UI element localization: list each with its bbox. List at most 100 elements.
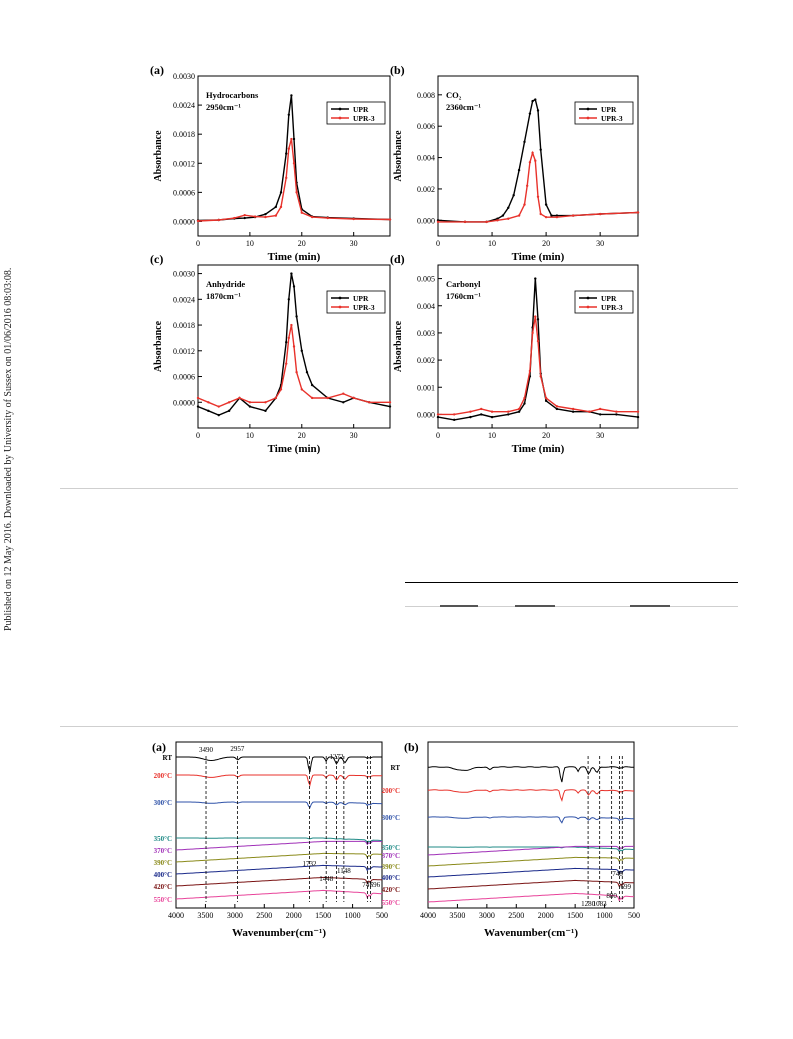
- data-point: [342, 392, 345, 395]
- spectrum-200c: [176, 774, 382, 787]
- data-point: [453, 418, 456, 422]
- x-tick-label: 10: [246, 431, 254, 440]
- peak-label: 1083: [593, 900, 608, 908]
- data-point: [507, 206, 510, 209]
- data-point: [207, 401, 210, 404]
- x-tick-label: 3500: [449, 911, 465, 920]
- legend-label: UPR: [601, 294, 617, 303]
- legend-marker: [338, 116, 342, 120]
- plot-frame: [175, 741, 383, 909]
- data-point: [555, 407, 559, 411]
- table-mark-1: [440, 605, 478, 607]
- x-tick-label: 3000: [479, 911, 495, 920]
- x-tick-label: 1500: [567, 911, 583, 920]
- data-point: [227, 409, 231, 413]
- temperature-label: 200°C: [154, 772, 172, 780]
- legend-label: UPR: [353, 105, 369, 114]
- data-point: [248, 405, 252, 408]
- x-tick-label: 20: [542, 431, 550, 440]
- legend-marker: [586, 116, 590, 120]
- peak-label: 1148: [337, 867, 351, 875]
- data-point: [469, 410, 472, 413]
- legend-label: UPR-3: [353, 303, 375, 312]
- y-tick-label: 0.0030: [173, 72, 195, 81]
- gas-panel-2: 0.000 0.002 0.004 0.006 0.008 0 10 20 30 (b) CO₂ 23…: [390, 63, 640, 263]
- data-point: [285, 152, 288, 155]
- x-tick-label: 3000: [227, 911, 243, 920]
- temperature-label: 390°C: [382, 863, 400, 871]
- data-point: [539, 212, 542, 216]
- legend-label: UPR: [353, 294, 369, 303]
- data-point: [388, 405, 392, 408]
- data-point: [636, 415, 640, 419]
- data-point: [292, 345, 296, 348]
- spectrum-300c: [176, 801, 383, 809]
- data-point: [490, 410, 494, 413]
- spectrum-550c: [427, 892, 635, 903]
- data-point: [544, 215, 548, 219]
- data-point: [480, 413, 483, 416]
- data-point: [352, 217, 355, 221]
- y-tick-label: 0.004: [417, 302, 435, 311]
- data-point: [636, 211, 640, 214]
- data-point: [523, 396, 526, 400]
- y-tick-label: 0.005: [417, 275, 435, 284]
- ftir-panel-2: 4000 3500 3000 2500 2000 1500 1000 500 (b) Wavenu…: [382, 740, 640, 939]
- legend-marker: [338, 305, 342, 309]
- y-tick-label: 0.008: [417, 91, 435, 100]
- x-tick-label: 30: [596, 431, 604, 440]
- data-point: [534, 159, 537, 162]
- temperature-label: 420°C: [382, 886, 400, 894]
- data-point: [571, 407, 575, 411]
- data-point: [469, 415, 472, 419]
- data-point: [485, 220, 488, 224]
- data-point: [264, 401, 267, 404]
- table-mark-3: [630, 605, 670, 607]
- y-tick-label: 0.0030: [173, 270, 195, 279]
- x-tick-label: 20: [298, 239, 306, 248]
- peak-label: 2957: [230, 745, 245, 753]
- y-tick-label: 0.002: [417, 185, 435, 194]
- x-axis-label: Time (min): [512, 443, 565, 455]
- data-point: [248, 401, 252, 404]
- x-tick-label: 0: [436, 239, 440, 248]
- data-point: [217, 405, 220, 408]
- data-point: [243, 216, 246, 220]
- data-point: [290, 94, 293, 97]
- data-point: [534, 277, 537, 280]
- series-line-upr-3: [197, 324, 390, 408]
- data-point: [264, 215, 267, 219]
- peak-label: 880: [606, 892, 617, 900]
- temperature-label: 390°C: [154, 859, 172, 867]
- temperature-label: 420°C: [154, 883, 172, 891]
- x-tick-label: 0: [436, 431, 440, 440]
- data-point: [300, 349, 303, 352]
- data-point: [388, 401, 392, 404]
- x-tick-label: 2000: [286, 911, 302, 920]
- x-tick-label: 4000: [168, 911, 184, 920]
- y-tick-label: 0.0006: [173, 188, 195, 197]
- data-point: [539, 375, 542, 378]
- x-tick-label: 500: [628, 911, 640, 920]
- data-point: [279, 205, 283, 209]
- data-point: [290, 323, 293, 327]
- temperature-label: 400°C: [382, 874, 400, 882]
- x-tick-label: 10: [488, 431, 496, 440]
- data-point: [287, 298, 291, 301]
- panel-annotation-title: Carbonyl: [446, 279, 481, 289]
- legend-label: UPR: [601, 105, 617, 114]
- gas-panel-3: 0.0000 0.0006 0.0012 0.0018 0.0024 0.0030 0 10 2…: [150, 252, 392, 455]
- x-tick-label: 20: [298, 431, 306, 440]
- table-mark-2: [515, 605, 555, 607]
- data-point: [292, 137, 296, 141]
- separator-bottom: [60, 726, 738, 727]
- data-point: [243, 213, 246, 217]
- temperature-label: 300°C: [154, 799, 172, 807]
- spectrum-370c: [175, 840, 382, 851]
- x-axis-label: Wavenumber(cm⁻¹): [232, 927, 326, 939]
- data-point: [571, 410, 575, 413]
- x-tick-label: 30: [350, 239, 358, 248]
- data-point: [274, 205, 278, 209]
- data-point: [598, 407, 602, 411]
